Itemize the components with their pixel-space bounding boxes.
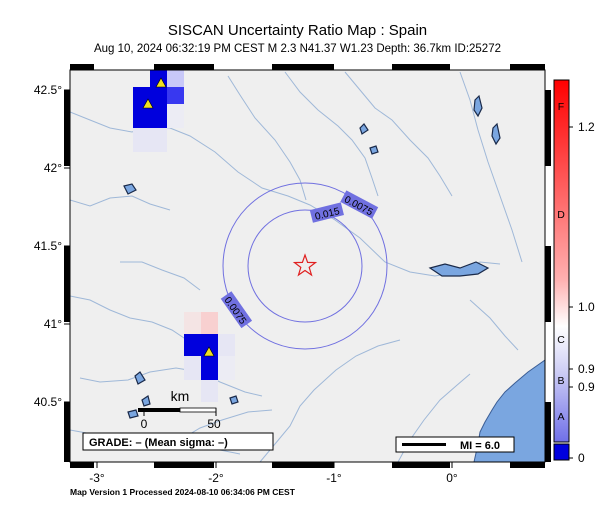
lon-label: -2° — [208, 471, 224, 485]
colorbar-value: 1.2 — [578, 120, 595, 134]
grade-letter: F — [558, 101, 564, 113]
longitude-labels: -3° -2° -1° 0° — [89, 471, 458, 485]
station-marker[interactable] — [155, 77, 167, 88]
colorbar-value: 0 — [578, 451, 585, 465]
frame-ticks — [64, 64, 551, 468]
grade-text: GRADE: – (Mean sigma: –) — [89, 437, 228, 449]
mi-text: MI = 6.0 — [460, 440, 500, 452]
colorbar-value: 1.0 — [578, 300, 595, 314]
station-marker[interactable] — [203, 346, 215, 357]
colorbar-value: 0.9 — [578, 380, 595, 394]
lon-label: 0° — [446, 471, 458, 485]
grade-letter: D — [557, 209, 565, 221]
latitude-labels: 42.5° 42° 41.5° 41° 40.5° — [34, 83, 62, 409]
mi-legend: MI = 6.0 — [395, 436, 515, 453]
colorbar-values: 1.2 1.0 0.9 0.9 0 — [578, 120, 595, 465]
lon-label: -3° — [89, 471, 105, 485]
scale-bar: km 0 50 — [138, 388, 221, 431]
grade-letters: F D C B A — [557, 101, 565, 423]
epicenter-star-icon[interactable] — [292, 253, 318, 277]
grade-box: GRADE: – (Mean sigma: –) — [82, 432, 274, 451]
scale-tick: 0 — [141, 417, 148, 431]
processing-footer: Map Version 1 Processed 2024-08-10 06:34… — [70, 487, 295, 497]
lon-label: -1° — [326, 471, 342, 485]
grade-letter: B — [557, 375, 564, 387]
lat-label: 42.5° — [34, 83, 62, 97]
uncertainty-grid — [133, 70, 235, 402]
station-marker[interactable] — [142, 98, 154, 109]
axis-ticks — [64, 89, 453, 468]
uncertainty-contours — [222, 182, 388, 350]
scale-tick: 50 — [207, 417, 221, 431]
lat-label: 40.5° — [34, 395, 62, 409]
lat-label: 41.5° — [34, 239, 62, 253]
lat-label: 42° — [44, 161, 62, 175]
lat-label: 41° — [44, 317, 62, 331]
event-info: Aug 10, 2024 06:32:19 PM CEST M 2.3 N41.… — [93, 43, 501, 55]
grade-letter: C — [557, 334, 565, 346]
scale-unit: km — [171, 388, 190, 404]
map-title: SISCAN Uncertainty Ratio Map : Spain — [167, 22, 428, 39]
colorbar: F D C B A 1.2 1.0 0.9 0.9 0 — [553, 79, 595, 465]
colorbar-value: 0.9 — [578, 362, 595, 376]
grade-letter: A — [557, 411, 564, 423]
